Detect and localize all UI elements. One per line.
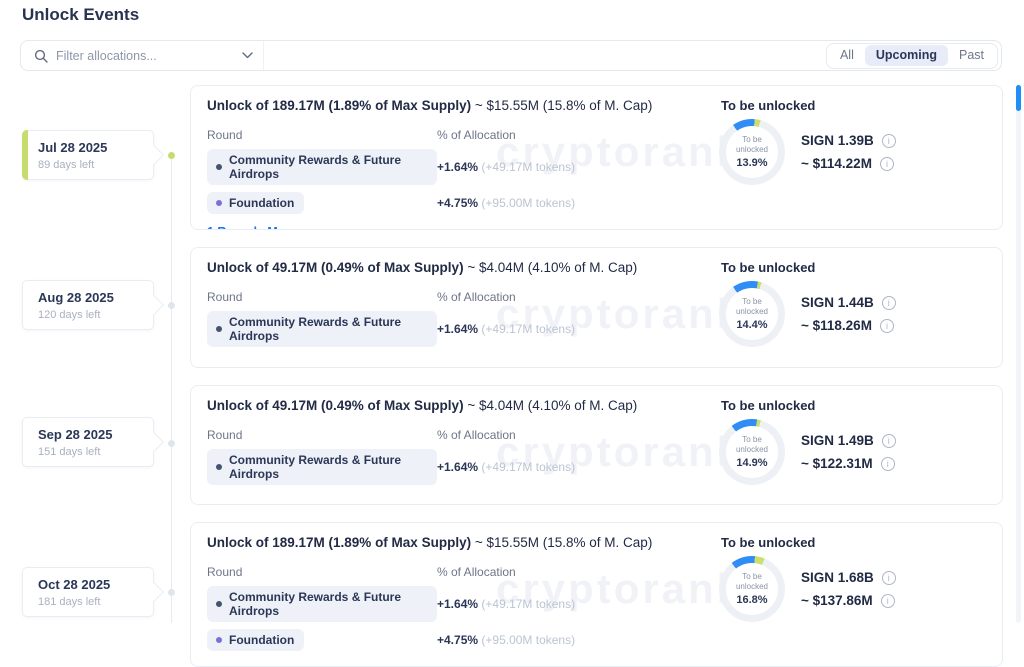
round-pill: Community Rewards & Future Airdrops [207,149,437,185]
unlock-donut-chart: To be unlocked 14.9% [719,419,785,485]
round-pill: Foundation [207,629,305,651]
timeline-item-sep-28-2025[interactable]: Sep 28 2025 151 days left [22,417,165,467]
round-dot [216,326,222,332]
allocation-value: +1.64% (+49.17M tokens) [437,160,576,174]
donut-center-label: To be unlocked [735,134,769,154]
unlock-date: Jul 28 2025 [38,139,108,155]
info-icon[interactable] [880,593,895,608]
timeline-dot [168,302,175,309]
unlock-date: Aug 28 2025 [38,289,114,305]
token-amount: SIGN 1.68B [801,570,896,585]
unlock-donut-chart: To be unlocked 16.8% [719,556,785,622]
tab-all[interactable]: All [839,48,854,62]
chevron-down-icon [303,228,314,229]
timeline-item-jul-28-2025[interactable]: Jul 28 2025 89 days left [22,130,165,180]
allocation-filter[interactable] [21,41,264,70]
filter-allocations-input[interactable] [56,48,242,63]
unlock-event-card: cryptorank Unlock of 189.17M (1.89% of M… [190,522,1003,667]
info-icon[interactable] [881,295,896,310]
usd-amount: ~ $118.26M [801,318,896,333]
tab-upcoming[interactable]: Upcoming [864,45,948,66]
round-column-label: Round [207,428,243,442]
filter-bar: All Upcoming Past [20,40,1002,71]
to-be-unlocked-header: To be unlocked [721,98,816,113]
allocation-value: +1.64% (+49.17M tokens) [437,597,576,611]
donut-percent: 13.9% [736,157,768,170]
timeline-dot [168,589,175,596]
allocation-column-label: % of Allocation [437,128,516,142]
timeline-line [171,155,172,623]
usd-amount: ~ $137.86M [801,593,896,608]
token-amount: SIGN 1.49B [801,433,896,448]
days-left: 120 days left [38,308,101,321]
donut-center-label: To be unlocked [735,296,769,316]
rounds-more-link[interactable]: 1 Rounds More [207,225,314,229]
donut-center-label: To be unlocked [735,571,769,591]
time-filter-tabs: All Upcoming Past [825,42,998,69]
unlock-date: Oct 28 2025 [38,576,111,592]
unlock-donut-chart: To be unlocked 14.4% [719,281,785,347]
round-pill: Community Rewards & Future Airdrops [207,449,437,485]
days-left: 89 days left [38,158,95,171]
to-be-unlocked-header: To be unlocked [721,260,816,275]
round-dot [216,464,222,470]
round-dot [216,601,222,607]
scrollbar-thumb[interactable] [1016,85,1021,111]
info-icon[interactable] [879,156,894,171]
allocation-column-label: % of Allocation [437,565,516,579]
unlock-event-card: cryptorank Unlock of 49.17M (0.49% of Ma… [190,247,1003,368]
active-date-stripe [22,130,28,180]
allocation-value: +1.64% (+49.17M tokens) [437,322,576,336]
unlock-event-card: cryptorank Unlock of 189.17M (1.89% of M… [190,85,1003,230]
timeline-dot-active [168,152,175,159]
usd-amount: ~ $114.22M [801,156,896,171]
donut-percent: 14.4% [736,319,768,332]
info-icon[interactable] [879,318,894,333]
info-icon[interactable] [880,456,895,471]
unlock-event-card: cryptorank Unlock of 49.17M (0.49% of Ma… [190,385,1003,505]
round-column-label: Round [207,565,243,579]
page-title: Unlock Events [22,5,140,24]
token-amount: SIGN 1.39B [801,133,896,148]
scrollbar-track[interactable] [1016,85,1021,623]
to-be-unlocked-header: To be unlocked [721,398,816,413]
allocation-column-label: % of Allocation [437,290,516,304]
chevron-down-icon[interactable] [242,52,253,59]
donut-percent: 14.9% [736,457,768,470]
unlock-title: Unlock of 49.17M (0.49% of Max Supply) ~… [207,398,638,413]
allocation-value: +1.64% (+49.17M tokens) [437,460,576,474]
unlock-date: Sep 28 2025 [38,426,113,442]
to-be-unlocked-header: To be unlocked [721,535,816,550]
days-left: 181 days left [38,595,101,608]
info-icon[interactable] [881,133,896,148]
allocation-value: +4.75% (+95.00M tokens) [437,196,576,210]
round-column-label: Round [207,290,243,304]
round-dot [216,164,222,170]
round-dot [216,200,222,206]
unlock-title: Unlock of 189.17M (1.89% of Max Supply) … [207,535,653,550]
days-left: 151 days left [38,445,101,458]
allocation-value: +4.75% (+95.00M tokens) [437,633,576,647]
timeline-dot [168,440,175,447]
round-pill: Community Rewards & Future Airdrops [207,586,437,622]
round-pill: Foundation [207,192,305,214]
round-dot [216,637,222,643]
unlock-title: Unlock of 189.17M (1.89% of Max Supply) … [207,98,653,113]
donut-center-label: To be unlocked [735,434,769,454]
token-amount: SIGN 1.44B [801,295,896,310]
timeline-item-oct-28-2025[interactable]: Oct 28 2025 181 days left [22,567,165,617]
usd-amount: ~ $122.31M [801,456,896,471]
timeline-item-aug-28-2025[interactable]: Aug 28 2025 120 days left [22,280,165,330]
allocation-column-label: % of Allocation [437,428,516,442]
info-icon[interactable] [881,433,896,448]
unlock-title: Unlock of 49.17M (0.49% of Max Supply) ~… [207,260,638,275]
tab-past[interactable]: Past [958,48,984,62]
info-icon[interactable] [881,570,896,585]
round-column-label: Round [207,128,243,142]
unlock-donut-chart: To be unlocked 13.9% [719,119,785,185]
search-icon [34,49,48,63]
donut-percent: 16.8% [736,594,768,607]
round-pill: Community Rewards & Future Airdrops [207,311,437,347]
